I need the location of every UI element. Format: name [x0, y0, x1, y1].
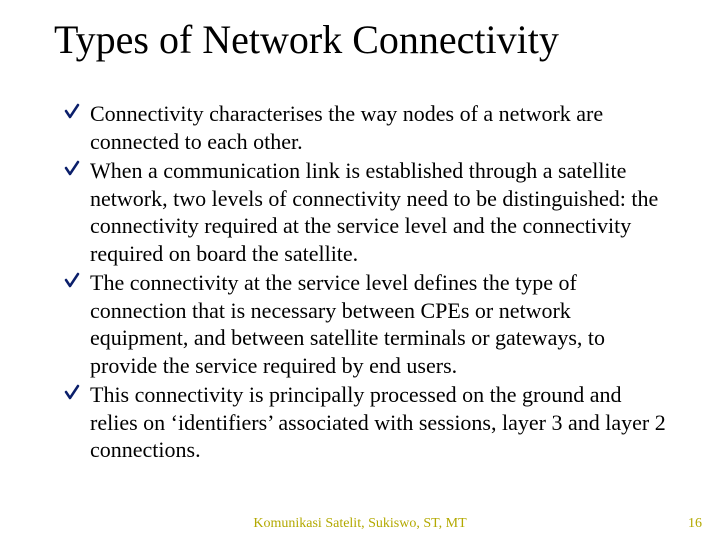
checkmark-icon	[64, 157, 90, 178]
bullet-item: This connectivity is principally process…	[64, 381, 670, 464]
bullet-text: Connectivity characterises the way nodes…	[90, 100, 670, 155]
checkmark-icon	[64, 100, 90, 121]
checkmark-icon	[64, 269, 90, 290]
slide-body: Connectivity characterises the way nodes…	[64, 100, 670, 466]
slide-title: Types of Network Connectivity	[54, 18, 680, 62]
slide: Types of Network Connectivity Connectivi…	[0, 0, 720, 540]
footer-text: Komunikasi Satelit, Sukiswo, ST, MT	[0, 516, 720, 532]
bullet-item: When a communication link is established…	[64, 157, 670, 267]
checkmark-icon	[64, 381, 90, 402]
page-number: 16	[688, 516, 702, 532]
bullet-text: When a communication link is established…	[90, 157, 670, 267]
bullet-item: The connectivity at the service level de…	[64, 269, 670, 379]
bullet-text: This connectivity is principally process…	[90, 381, 670, 464]
bullet-text: The connectivity at the service level de…	[90, 269, 670, 379]
bullet-item: Connectivity characterises the way nodes…	[64, 100, 670, 155]
